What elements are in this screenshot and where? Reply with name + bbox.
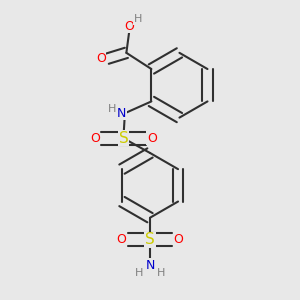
Text: N: N [117,107,126,120]
Text: O: O [96,52,106,65]
Text: H: H [107,104,116,114]
Text: N: N [145,259,155,272]
Text: O: O [116,233,126,246]
Text: S: S [118,131,128,146]
Text: S: S [145,232,155,247]
Text: O: O [90,132,100,145]
Text: O: O [174,233,184,246]
Text: H: H [135,268,143,278]
Text: H: H [157,268,165,278]
Text: H: H [134,14,142,24]
Text: O: O [147,132,157,145]
Text: O: O [124,20,134,33]
